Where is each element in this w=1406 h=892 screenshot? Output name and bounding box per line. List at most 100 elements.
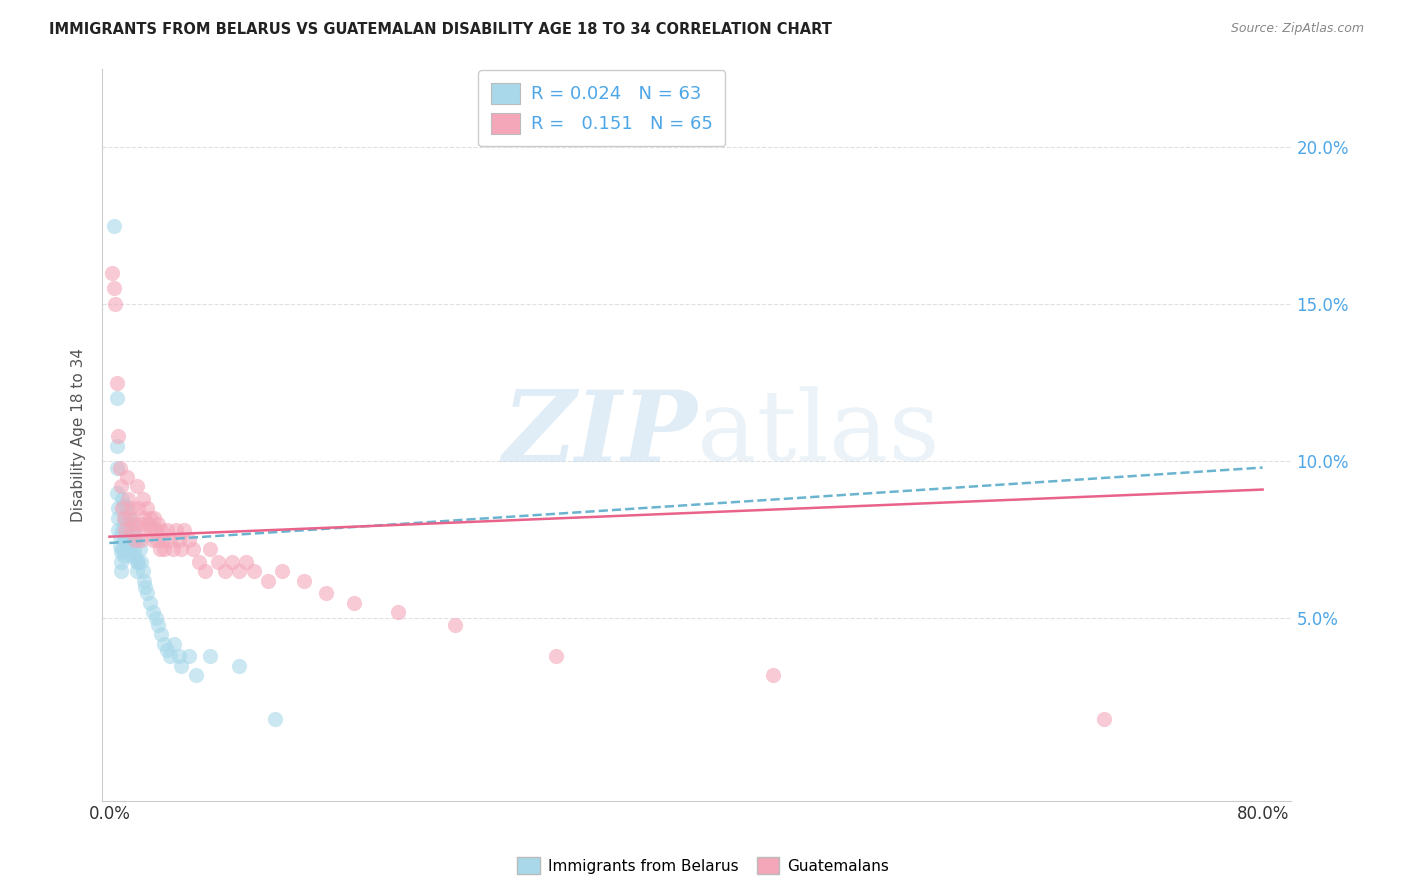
Point [127, 501, 149, 516]
Point [115, 501, 138, 516]
Point [101, 266, 124, 280]
Point [177, 649, 200, 664]
Point [105, 392, 128, 406]
Point [103, 281, 125, 295]
Point [125, 564, 148, 578]
Point [117, 517, 139, 532]
Point [135, 586, 157, 600]
Point [444, 617, 467, 632]
Point [114, 511, 136, 525]
Point [134, 580, 156, 594]
Point [159, 649, 181, 664]
Point [122, 542, 145, 557]
Point [110, 555, 132, 569]
Point [141, 524, 163, 538]
Text: Source: ZipAtlas.com: Source: ZipAtlas.com [1230, 22, 1364, 36]
Point [242, 564, 264, 578]
Point [115, 470, 138, 484]
Point [343, 596, 366, 610]
Point [131, 491, 153, 506]
Point [120, 517, 142, 532]
Point [1092, 712, 1115, 726]
Point [124, 549, 146, 563]
Point [134, 524, 156, 538]
Point [111, 491, 134, 506]
Point [163, 636, 186, 650]
Point [117, 536, 139, 550]
Point [165, 524, 187, 538]
Point [148, 617, 170, 632]
Point [114, 524, 136, 538]
Point [142, 533, 165, 547]
Point [105, 460, 128, 475]
Text: IMMIGRANTS FROM BELARUS VS GUATEMALAN DISABILITY AGE 18 TO 34 CORRELATION CHART: IMMIGRANTS FROM BELARUS VS GUATEMALAN DI… [49, 22, 832, 37]
Point [108, 539, 131, 553]
Point [122, 524, 145, 538]
Point [181, 542, 204, 557]
Point [167, 533, 190, 547]
Point [292, 574, 315, 588]
Point [235, 555, 257, 569]
Point [387, 605, 409, 619]
Point [107, 524, 129, 538]
Point [121, 533, 143, 547]
Point [125, 555, 148, 569]
Point [111, 524, 134, 538]
Point [129, 555, 152, 569]
Point [129, 533, 152, 547]
Point [150, 627, 173, 641]
Point [173, 524, 195, 538]
Point [264, 712, 287, 726]
Point [156, 524, 179, 538]
Y-axis label: Disability Age 18 to 34: Disability Age 18 to 34 [72, 348, 86, 522]
Legend: Immigrants from Belarus, Guatemalans: Immigrants from Belarus, Guatemalans [510, 851, 896, 880]
Point [135, 501, 157, 516]
Point [117, 491, 139, 506]
Point [156, 642, 179, 657]
Point [184, 668, 207, 682]
Point [124, 533, 146, 547]
Point [146, 533, 169, 547]
Point [193, 564, 215, 578]
Point [118, 511, 141, 525]
Point [112, 511, 135, 525]
Point [112, 549, 135, 563]
Point [257, 574, 280, 588]
Point [105, 439, 128, 453]
Point [159, 533, 181, 547]
Point [145, 611, 167, 625]
Point [112, 498, 135, 512]
Point [131, 564, 153, 578]
Point [115, 542, 138, 557]
Point [200, 542, 222, 557]
Point [107, 429, 129, 443]
Point [105, 376, 128, 390]
Point [148, 517, 170, 532]
Point [221, 555, 243, 569]
Point [120, 524, 142, 538]
Point [139, 511, 162, 525]
Point [127, 555, 149, 569]
Legend: R = 0.024   N = 63, R =   0.151   N = 65: R = 0.024 N = 63, R = 0.151 N = 65 [478, 70, 725, 146]
Point [139, 596, 162, 610]
Point [128, 517, 150, 532]
Point [107, 511, 129, 525]
Point [132, 574, 155, 588]
Point [112, 533, 135, 547]
Point [228, 658, 250, 673]
Point [546, 649, 568, 664]
Point [228, 564, 250, 578]
Point [120, 539, 142, 553]
Point [170, 658, 193, 673]
Point [149, 542, 172, 557]
Point [105, 485, 128, 500]
Point [111, 501, 134, 516]
Point [152, 533, 174, 547]
Point [162, 542, 184, 557]
Point [112, 517, 135, 532]
Point [200, 649, 222, 664]
Point [122, 517, 145, 532]
Point [118, 533, 141, 547]
Point [104, 297, 127, 311]
Point [207, 555, 229, 569]
